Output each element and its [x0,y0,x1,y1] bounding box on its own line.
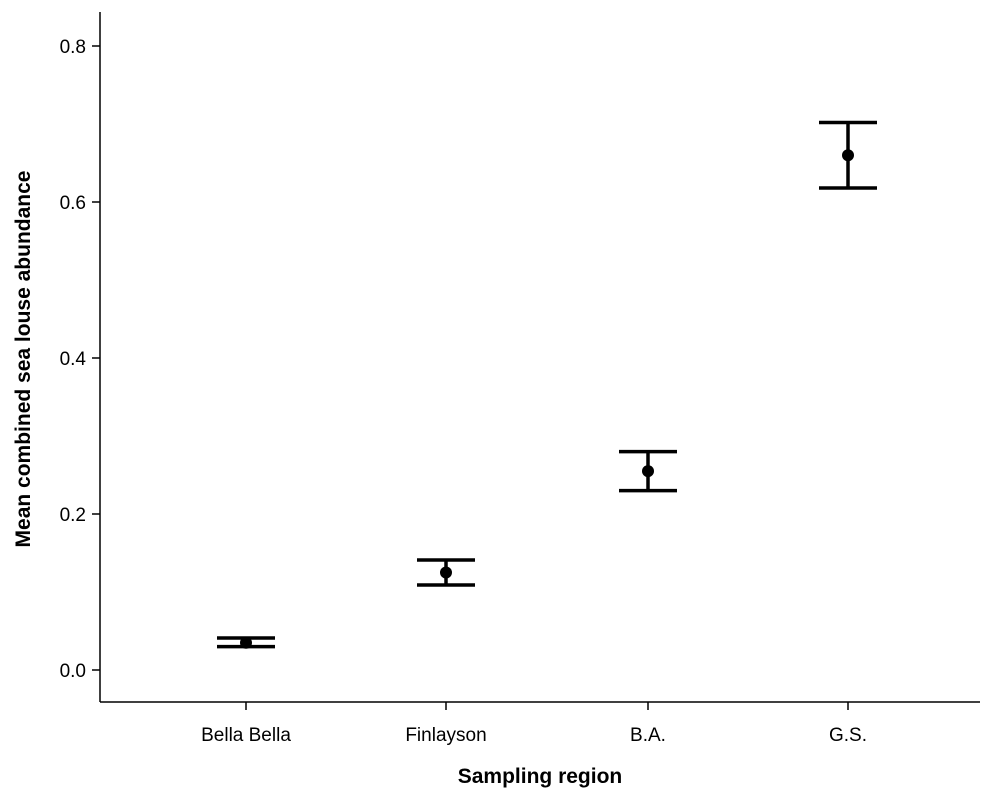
error-bars [217,120,877,649]
y-tick-label: 0.4 [60,349,87,370]
x-tick-label: Bella Bella [201,725,291,746]
mean-point [642,465,654,478]
x-tick-label: B.A. [630,725,666,746]
x-axis-title: Sampling region [458,765,623,788]
x-axis-ticks: Bella Bella Finlayson B.A. G.S. [201,702,867,746]
x-tick-label: Finlayson [405,725,486,746]
error-bar [619,449,677,493]
error-bar [819,120,877,190]
mean-point [240,636,252,649]
plot-frame [99,12,980,703]
error-bar [417,558,475,587]
y-tick-label: 0.8 [60,37,86,58]
y-axis-title: Mean combined sea louse abundance [12,171,35,548]
y-axis-ticks: 0.0 0.2 0.4 0.6 0.8 [60,37,100,682]
mean-point [842,149,854,162]
y-tick-label: 0.0 [60,661,86,682]
x-tick-label: G.S. [829,725,867,746]
y-tick-label: 0.2 [60,505,86,526]
error-bar [217,636,275,649]
mean-point [440,566,452,579]
y-tick-label: 0.6 [60,193,86,214]
